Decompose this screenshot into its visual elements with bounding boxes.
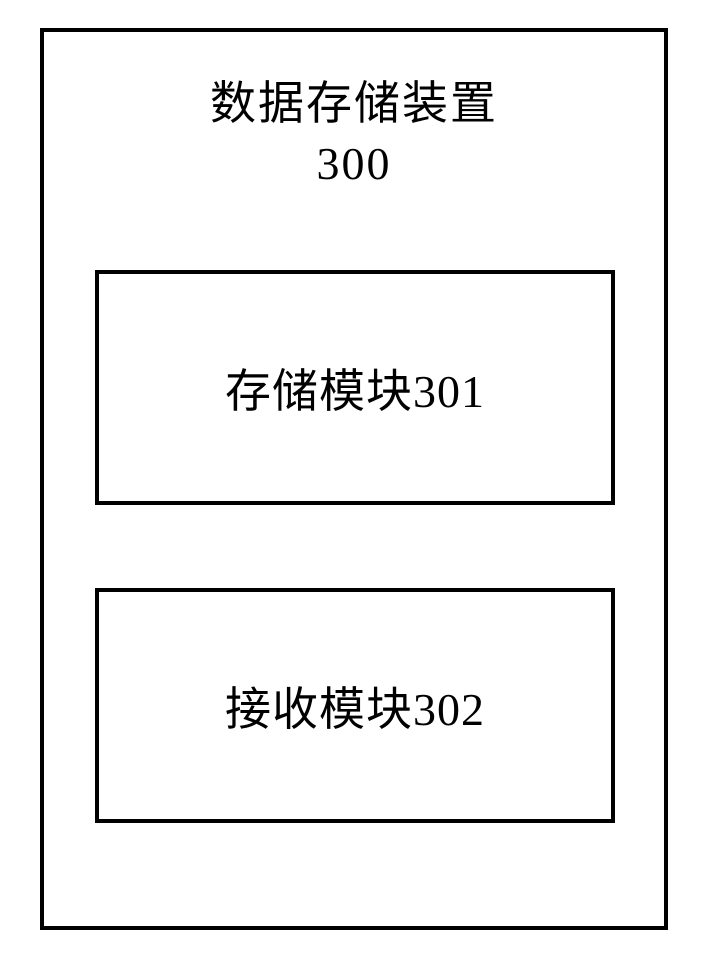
- device-title: 数据存储装置: [44, 74, 664, 134]
- receive-module-box: 接收模块302: [95, 588, 615, 823]
- storage-module-label: 存储模块301: [225, 355, 485, 421]
- receive-module-label: 接收模块302: [225, 673, 485, 739]
- storage-module-box: 存储模块301: [95, 270, 615, 505]
- title-block: 数据存储装置 300: [44, 74, 664, 194]
- device-number: 300: [44, 134, 664, 194]
